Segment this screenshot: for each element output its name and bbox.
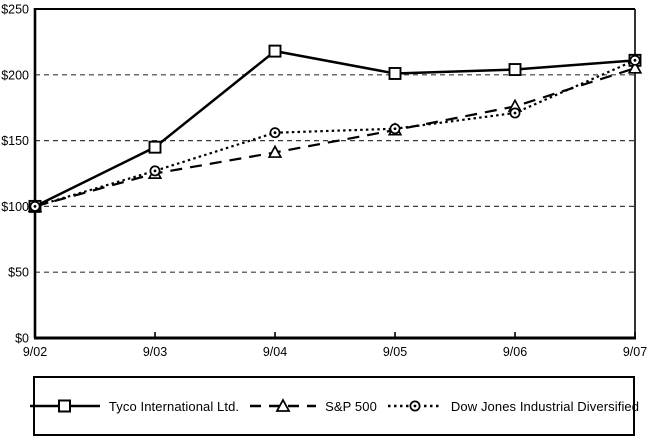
circle-marker-dot-icon bbox=[633, 58, 637, 62]
circle-marker-dot-icon bbox=[393, 127, 397, 131]
legend-label-tyco: Tyco International Ltd. bbox=[108, 398, 240, 414]
legend-label-dowjones: Dow Jones Industrial Diversified bbox=[450, 398, 640, 414]
y-axis-tick-label: $50 bbox=[8, 266, 29, 280]
square-marker-icon bbox=[148, 140, 162, 154]
y-axis-tick-label: $200 bbox=[1, 68, 29, 82]
triangle-marker-icon bbox=[267, 144, 283, 158]
x-axis-tick-label: 9/02 bbox=[23, 345, 47, 359]
x-axis-tick-label: 9/05 bbox=[383, 345, 407, 359]
square-marker-icon bbox=[388, 67, 402, 80]
y-axis-tick-label: $0 bbox=[15, 332, 29, 346]
y-axis-tick-label: $250 bbox=[1, 3, 29, 17]
square-marker-icon bbox=[268, 44, 282, 58]
triangle-marker-icon bbox=[275, 398, 291, 412]
x-axis-tick-label: 9/07 bbox=[623, 345, 647, 359]
triangle-marker-icon bbox=[627, 60, 643, 74]
legend-item-dowjones: Dow Jones Industrial Diversified bbox=[387, 398, 639, 414]
square-marker-icon bbox=[508, 63, 522, 76]
x-axis-tick-label: 9/03 bbox=[143, 345, 167, 359]
performance-chart: $0 $50 $100 $150 $200 $250 9/02 9/03 9/04 9/05 9/0… bbox=[1, 3, 647, 360]
circle-marker-dot-icon bbox=[273, 131, 277, 135]
chart-legend: Tyco International Ltd. S&P 500 Dow Jone… bbox=[29, 376, 639, 436]
circle-marker-dot-icon bbox=[513, 111, 517, 115]
square-marker-icon bbox=[57, 399, 71, 413]
legend-label-sp500: S&P 500 bbox=[325, 398, 377, 414]
solid-line-sample bbox=[29, 399, 100, 413]
x-axis-tick-label: 9/04 bbox=[263, 345, 287, 359]
dashed-line-sample bbox=[250, 398, 317, 412]
y-axis-tick-label: $150 bbox=[1, 134, 29, 148]
dotted-line-sample bbox=[387, 400, 442, 412]
circle-marker-dot-icon bbox=[413, 404, 417, 408]
circle-marker-dot-icon bbox=[153, 169, 157, 173]
x-axis-tick-label: 9/06 bbox=[503, 345, 527, 359]
circle-marker-dot-icon bbox=[33, 205, 37, 208]
series-line-square bbox=[34, 49, 636, 208]
legend-item-tyco: Tyco International Ltd. bbox=[29, 398, 239, 414]
y-axis-tick-label: $100 bbox=[1, 200, 29, 214]
series-line-triangle bbox=[34, 67, 636, 208]
legend-item-sp500: S&P 500 bbox=[249, 398, 377, 414]
series-line-circle bbox=[34, 59, 636, 208]
